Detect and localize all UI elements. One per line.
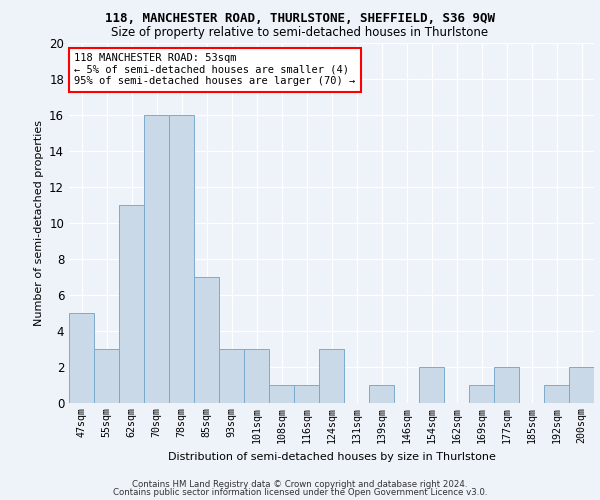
- Bar: [69, 312, 94, 402]
- X-axis label: Distribution of semi-detached houses by size in Thurlstone: Distribution of semi-detached houses by …: [167, 452, 496, 462]
- Bar: [244, 348, 269, 403]
- Bar: [94, 348, 119, 403]
- Bar: [294, 384, 319, 402]
- Bar: [269, 384, 294, 402]
- Bar: [319, 348, 344, 403]
- Text: 118, MANCHESTER ROAD, THURLSTONE, SHEFFIELD, S36 9QW: 118, MANCHESTER ROAD, THURLSTONE, SHEFFI…: [105, 12, 495, 26]
- Bar: [194, 276, 219, 402]
- Text: Contains public sector information licensed under the Open Government Licence v3: Contains public sector information licen…: [113, 488, 487, 497]
- Bar: [144, 114, 169, 403]
- Bar: [544, 384, 569, 402]
- Text: Contains HM Land Registry data © Crown copyright and database right 2024.: Contains HM Land Registry data © Crown c…: [132, 480, 468, 489]
- Y-axis label: Number of semi-detached properties: Number of semi-detached properties: [34, 120, 44, 326]
- Bar: [119, 204, 144, 402]
- Bar: [569, 366, 594, 402]
- Bar: [219, 348, 244, 403]
- Text: Size of property relative to semi-detached houses in Thurlstone: Size of property relative to semi-detach…: [112, 26, 488, 39]
- Bar: [469, 384, 494, 402]
- Bar: [369, 384, 394, 402]
- Bar: [494, 366, 519, 402]
- Bar: [169, 114, 194, 403]
- Text: 118 MANCHESTER ROAD: 53sqm
← 5% of semi-detached houses are smaller (4)
95% of s: 118 MANCHESTER ROAD: 53sqm ← 5% of semi-…: [74, 54, 355, 86]
- Bar: [419, 366, 444, 402]
